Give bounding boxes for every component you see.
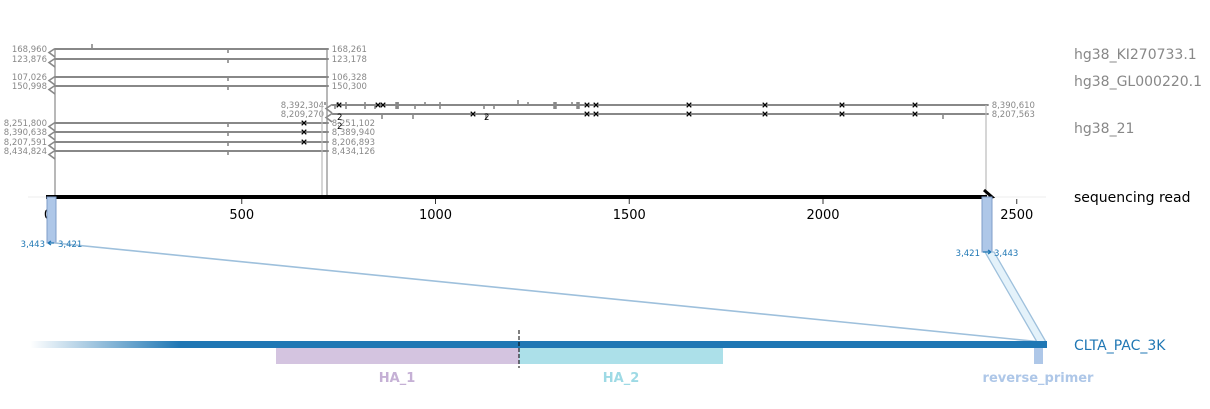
strand-chevron <box>47 140 56 151</box>
alignment-start-label: 8,434,824 <box>4 147 47 157</box>
axis-tick-label: 2500 <box>1000 208 1033 223</box>
mismatch-mark <box>839 102 845 108</box>
mismatch-mark <box>839 111 845 117</box>
strand-chevron <box>47 84 56 95</box>
feature-ha2 <box>519 348 723 364</box>
mismatch-mark <box>762 102 768 108</box>
strand-chevron <box>324 103 333 114</box>
target-match-box <box>46 196 57 244</box>
feature-reverse-primer <box>1034 348 1043 364</box>
alignment-end-label: 8,389,940 <box>332 128 375 138</box>
alignment-start-label: 150,998 <box>12 82 47 92</box>
alignment-end-label: 8,207,563 <box>992 110 1035 120</box>
target-bar-fade <box>30 341 180 348</box>
mismatch-mark <box>912 102 918 108</box>
mismatch-mark <box>301 120 307 126</box>
read-axis: 05001000150020002500 <box>28 188 1046 223</box>
alignment-start-label: 8,207,591 <box>4 138 47 148</box>
mismatch-mark <box>912 111 918 117</box>
alignment-start-label: 8,390,638 <box>4 128 47 138</box>
strand-chevron <box>324 112 333 123</box>
reference-labels: sequencing read CLTA_PAC_3K hg38_KI270733.… <box>1074 47 1202 354</box>
target-name-label: CLTA_PAC_3K <box>1074 338 1166 354</box>
strand-chevron <box>47 47 56 58</box>
mismatch-mark <box>375 102 381 108</box>
alignment-start-label: 8,251,800 <box>4 119 47 129</box>
axis-tick-label: 1000 <box>419 208 452 223</box>
strand-chevron <box>47 57 56 68</box>
mismatch-mark <box>584 102 590 108</box>
strand-chevron <box>47 121 56 132</box>
alignment-start-label: 107,026 <box>12 73 47 83</box>
target-end-label: 3,443 <box>994 249 1018 259</box>
mismatch-mark <box>686 102 692 108</box>
reference-alignments: 168,960 168,261 123,876 123,178 107,026 106,3… <box>4 44 1035 197</box>
mismatch-mark <box>584 111 590 117</box>
alignment-end-label: 123,178 <box>332 55 367 65</box>
alignment-end-label: 8,390,610 <box>992 101 1035 111</box>
mismatch-mark <box>470 111 476 117</box>
target-connector-band <box>983 251 1048 343</box>
target-start-label: 3,443 <box>21 240 45 250</box>
mismatch-mark <box>380 102 386 108</box>
feature-label: HA_1 <box>379 371 416 386</box>
mismatch-mark <box>686 111 692 117</box>
target-strand-arrow <box>983 249 992 255</box>
alignment-end-label: 106,328 <box>332 73 367 83</box>
strand-chevron <box>47 130 56 141</box>
target-connector <box>54 242 1043 343</box>
feature-label: HA_2 <box>603 371 640 386</box>
read-axis-label: sequencing read <box>1074 190 1190 206</box>
mismatch-mark <box>762 111 768 117</box>
alignment-start-label: 168,960 <box>12 45 47 55</box>
strand-chevron <box>47 149 56 160</box>
target-bar <box>180 341 1047 348</box>
alignment-end-label: 168,261 <box>332 45 367 55</box>
alignment-end-label: 8,206,893 <box>332 138 375 148</box>
feature-ha1 <box>276 348 519 364</box>
strand-chevron <box>47 75 56 86</box>
alignment-end-label: 150,300 <box>332 82 367 92</box>
target-match-box <box>981 196 993 253</box>
reference-name-label: hg38_GL000220.1 <box>1074 74 1202 90</box>
insertion-count-label: 2 <box>337 113 342 123</box>
insertion-count-label: 2 <box>484 113 489 123</box>
alignment-end-label: 8,434,126 <box>332 147 375 157</box>
alignment-start-label: 123,876 <box>12 55 47 65</box>
mismatch-mark <box>336 102 342 108</box>
reference-name-label: hg38_KI270733.1 <box>1074 47 1197 63</box>
mismatch-mark <box>593 111 599 117</box>
axis-tick-label: 2000 <box>806 208 839 223</box>
reference-name-label: hg38_21 <box>1074 121 1134 137</box>
axis-tick-label: 1500 <box>613 208 646 223</box>
target-start-label: 3,421 <box>956 249 980 259</box>
alignment-start-label: 8,392,304 <box>281 101 324 111</box>
mismatch-mark <box>301 129 307 135</box>
alignment-start-label: 8,209,270 <box>281 110 324 120</box>
alignment-end-label: 8,251,102 <box>332 119 375 129</box>
insertion-count-label: 2 <box>337 122 342 132</box>
axis-tick-label: 500 <box>229 208 254 223</box>
target-end-label: 3,421 <box>58 240 82 250</box>
mismatch-mark <box>301 139 307 145</box>
mismatch-mark <box>593 102 599 108</box>
feature-label: reverse_primer <box>983 371 1095 386</box>
target-strand-arrow <box>47 240 54 246</box>
target-alignments: 3,443 3,421 3,421 3,443 HA_1 HA_2 reverse_prim… <box>21 196 1095 386</box>
